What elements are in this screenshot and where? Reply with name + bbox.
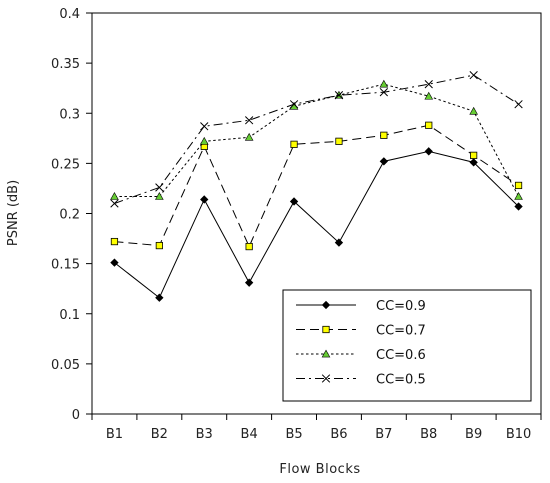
data-point xyxy=(244,116,254,125)
series-layer xyxy=(110,71,523,302)
data-point xyxy=(110,199,119,208)
legend-entry: CC=0.5 xyxy=(296,373,426,388)
y-tick-label: 0.05 xyxy=(51,358,80,373)
legend-box xyxy=(282,289,532,402)
series-line xyxy=(114,83,519,197)
data-point xyxy=(289,197,299,206)
data-point xyxy=(470,151,478,159)
y-axis-title: PSNR (dB) xyxy=(6,180,21,246)
x-tick-label: B6 xyxy=(330,427,347,442)
data-point xyxy=(424,147,433,156)
data-point xyxy=(424,91,434,100)
data-point xyxy=(379,157,389,166)
data-point xyxy=(514,192,523,200)
data-point xyxy=(289,101,299,110)
y-tick-label: 0.1 xyxy=(59,308,80,323)
data-point xyxy=(379,88,389,97)
legend-label: CC=0.6 xyxy=(376,348,426,363)
y-tick-label: 0.2 xyxy=(59,208,80,223)
data-point xyxy=(200,122,209,131)
legend: CC=0.9 CC=0.7 CC=0.6 CC=0.5 xyxy=(282,289,532,402)
data-point xyxy=(469,158,478,167)
legend-marker xyxy=(322,325,330,334)
data-point xyxy=(200,195,209,204)
series-4 xyxy=(110,71,523,208)
series-1 xyxy=(110,147,523,302)
data-point xyxy=(155,183,164,192)
y-tick-label: 0.15 xyxy=(51,258,80,273)
series-line xyxy=(114,150,519,299)
x-tick-label: B5 xyxy=(285,427,302,442)
data-point xyxy=(244,132,254,141)
data-point xyxy=(244,278,254,287)
y-tick-label: 0.3 xyxy=(59,107,80,122)
series-line xyxy=(114,124,519,248)
data-point xyxy=(155,192,164,200)
series-line xyxy=(114,74,519,204)
data-point xyxy=(110,237,119,246)
series-2 xyxy=(110,121,523,251)
x-tick-label: B10 xyxy=(506,427,531,442)
data-point xyxy=(424,80,433,89)
data-point xyxy=(380,131,388,139)
data-point xyxy=(379,79,389,88)
data-point xyxy=(199,136,209,145)
legend-entry: CC=0.7 xyxy=(296,324,426,339)
data-point xyxy=(469,71,478,80)
legend-label: CC=0.5 xyxy=(376,373,426,388)
x-tick-label: B9 xyxy=(465,427,482,442)
data-point xyxy=(469,106,478,115)
x-axis: B1 B2 B3 B4 B5 B6 B7 B8 B9 B10 xyxy=(91,414,542,442)
x-tick-label: B3 xyxy=(196,427,213,442)
legend-marker xyxy=(321,349,331,358)
data-point xyxy=(110,258,119,267)
legend-entry: CC=0.6 xyxy=(296,348,426,363)
data-point xyxy=(334,91,344,100)
legend-marker xyxy=(321,300,331,310)
y-tick-label: 0.4 xyxy=(59,7,80,22)
data-point xyxy=(110,192,119,200)
data-point xyxy=(514,181,523,190)
x-tick-label: B8 xyxy=(420,427,437,442)
x-tick-label: B4 xyxy=(241,427,258,442)
legend-label: CC=0.9 xyxy=(376,299,426,314)
x-tick-label: B2 xyxy=(151,427,168,442)
data-point xyxy=(514,202,523,211)
series-3 xyxy=(110,79,523,200)
data-point xyxy=(514,100,523,109)
legend-label: CC=0.7 xyxy=(376,324,426,339)
y-tick-label: 0 xyxy=(72,408,80,423)
y-tick-label: 0.25 xyxy=(51,157,80,172)
x-axis-title: Flow Blocks xyxy=(279,462,360,477)
data-point xyxy=(245,242,253,251)
data-point xyxy=(334,238,344,247)
data-point xyxy=(155,293,164,302)
data-point xyxy=(289,100,299,109)
y-axis: 0 0.05 0.1 0.15 0.2 0.25 0.3 0.35 0.4 xyxy=(51,7,92,423)
data-point xyxy=(290,140,298,148)
y-tick-label: 0.35 xyxy=(51,57,80,72)
data-point xyxy=(335,137,343,145)
legend-entry: CC=0.9 xyxy=(296,299,426,314)
data-point xyxy=(155,241,163,250)
x-tick-label: B7 xyxy=(375,427,392,442)
x-tick-label: B1 xyxy=(106,427,123,442)
data-point xyxy=(425,121,433,129)
legend-marker xyxy=(321,374,331,383)
